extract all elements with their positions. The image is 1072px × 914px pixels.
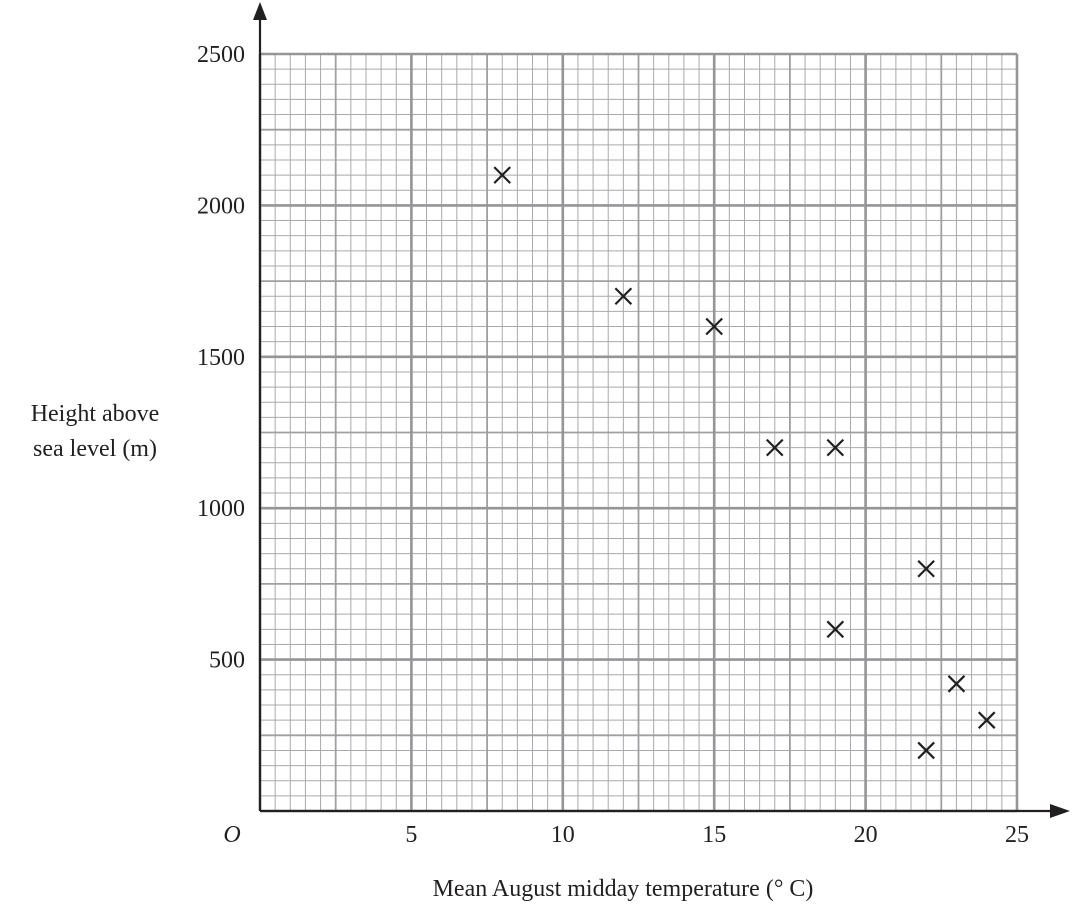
y-tick-label: 2500	[197, 42, 245, 68]
x-tick-label: 15	[702, 822, 726, 848]
y-axis-label-line-2: sea level (m)	[33, 436, 157, 462]
x-tick-label: 20	[854, 822, 878, 848]
data-point	[826, 620, 845, 639]
y-tick-label: 1000	[197, 496, 245, 522]
data-point-stroke	[977, 711, 996, 729]
data-point-stroke	[917, 559, 935, 578]
x-tick-label: 5	[405, 822, 417, 848]
x-tick-label: 10	[551, 822, 575, 848]
origin-label: O	[223, 822, 240, 848]
x-tick-label: 25	[1005, 822, 1029, 848]
data-point-stroke	[826, 620, 845, 639]
data-point	[493, 166, 512, 184]
data-point-stroke	[705, 317, 723, 336]
data-point-stroke	[493, 166, 512, 184]
data-point-stroke	[947, 675, 966, 693]
axes	[253, 2, 1070, 818]
y-axis-arrow	[253, 2, 267, 20]
y-tick-label: 2000	[197, 193, 245, 219]
y-tick-label: 1500	[197, 345, 245, 371]
grid-mid-lines	[260, 54, 1017, 811]
data-point-stroke	[826, 438, 845, 457]
data-point	[826, 438, 845, 457]
data-point	[765, 438, 784, 457]
data-point-stroke	[917, 741, 935, 760]
y-axis-label-line-1: Height above	[31, 401, 160, 427]
data-point	[947, 675, 966, 693]
data-point	[614, 287, 633, 306]
x-axis-label: Mean August midday temperature (° C)	[433, 876, 814, 902]
data-point-stroke	[614, 287, 633, 306]
y-tick-label: 500	[209, 648, 245, 674]
data-point-stroke	[765, 438, 784, 457]
x-axis-arrow	[1050, 804, 1070, 818]
data-point	[977, 711, 996, 729]
tick-labels: 5 10 15 20 25 500 1000 1500 2000 2500	[197, 42, 1029, 848]
data-point	[917, 559, 935, 578]
data-point	[917, 741, 935, 760]
data-points	[493, 166, 996, 760]
data-point	[705, 317, 723, 336]
